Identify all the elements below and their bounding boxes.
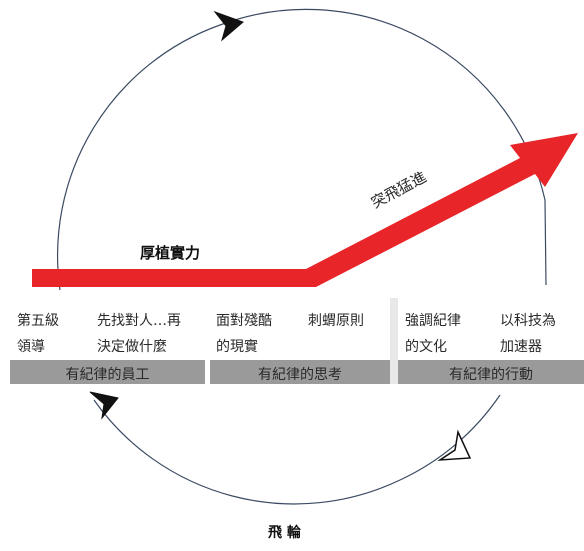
divider (390, 298, 398, 384)
flywheel-circle-upper (57, 8, 547, 291)
band-label-people: 有紀律的員工 (65, 367, 150, 383)
band-disciplined-action (398, 360, 584, 384)
buildup-label: 厚植實力 (140, 244, 201, 262)
band-label-action: 有紀律的行動 (449, 367, 533, 383)
circle-arrowhead-bottom-right (437, 429, 472, 461)
band-disciplined-people (10, 360, 205, 384)
col2-a-line1: 面對殘酷 (216, 313, 272, 329)
col2-b-line1: 刺蝟原則 (308, 313, 364, 329)
col2-a-line2: 的現實 (216, 339, 258, 355)
circle-arrowhead-top (213, 10, 244, 42)
circle-arrowhead-bottom-left (89, 391, 119, 420)
col3-b-line2: 加速器 (500, 339, 542, 355)
col1-a-line1: 第五級 (17, 313, 59, 329)
col3-b-line1: 以科技為 (500, 313, 556, 329)
band-disciplined-thought (210, 360, 390, 384)
col3-a-line1: 強調紀律 (405, 313, 461, 329)
flywheel-circle-lower (93, 394, 501, 505)
col3-a-line2: 的文化 (405, 339, 447, 355)
momentum-arrow (32, 133, 578, 287)
col1-b-line2: 決定做什麼 (97, 339, 167, 355)
col1-b-line1: 先找對人…再 (97, 313, 181, 329)
col1-a-line2: 領導 (17, 339, 45, 355)
band-label-thought: 有紀律的思考 (258, 367, 342, 383)
flywheel-caption: 飛 輪 (268, 525, 301, 541)
